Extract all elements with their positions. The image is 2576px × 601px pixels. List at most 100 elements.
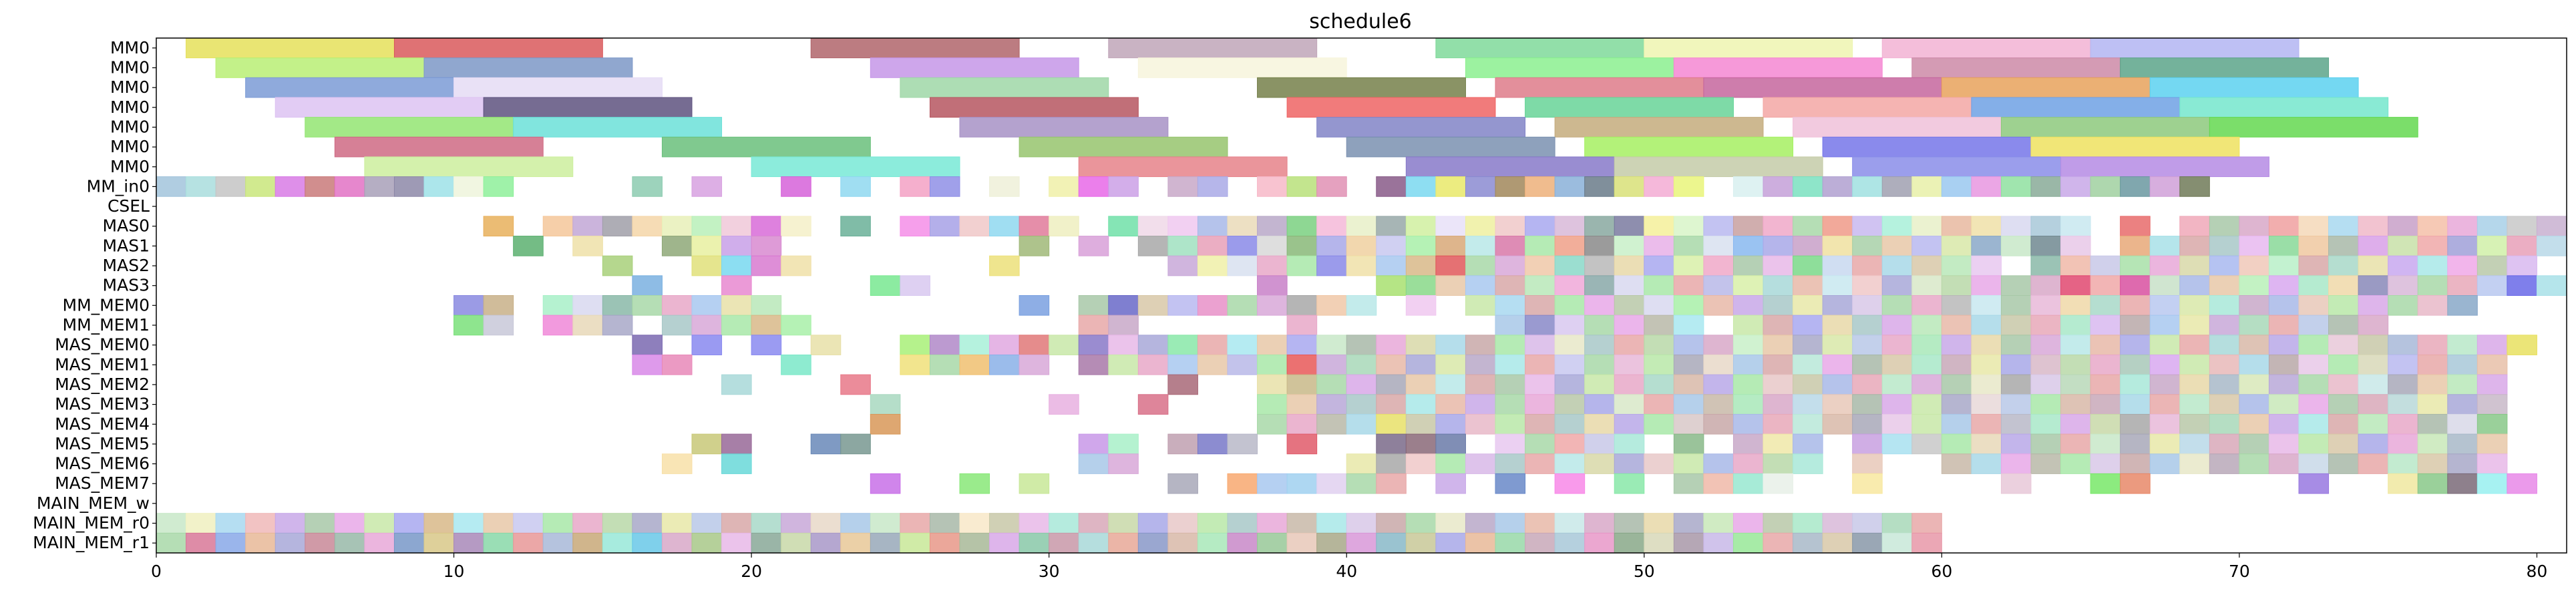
gantt-bar <box>2209 374 2240 395</box>
gantt-bar <box>1286 295 1318 316</box>
gantt-bar <box>1197 176 1228 197</box>
gantt-bar <box>1852 532 1883 554</box>
gantt-bar <box>2149 394 2181 415</box>
gantt-bar <box>2358 315 2389 336</box>
gantt-bar <box>989 354 1020 375</box>
gantt-bar <box>1703 453 1734 474</box>
gantt-bar <box>1108 532 1139 554</box>
gantt-bar <box>2090 315 2121 336</box>
gantt-bar <box>1405 275 1437 296</box>
gantt-bar <box>1971 413 2002 435</box>
gantt-bar <box>2447 453 2478 474</box>
gantt-bar <box>1911 216 1942 237</box>
gantt-bar <box>1346 354 1377 375</box>
y-tick-label: MM0 <box>110 117 150 136</box>
gantt-bar <box>364 176 395 197</box>
gantt-bar <box>1257 216 1288 237</box>
gantt-bar <box>1911 335 1942 355</box>
gantt-bar <box>1137 216 1169 237</box>
gantt-bar <box>2000 433 2032 455</box>
y-tick-label: MAS3 <box>103 276 150 295</box>
gantt-bar <box>1227 255 1258 276</box>
gantt-bar <box>2447 275 2478 296</box>
gantt-bar <box>1644 374 1674 395</box>
gantt-bar <box>870 57 1079 78</box>
gantt-bar <box>2447 216 2478 237</box>
gantt-bar <box>1197 295 1228 316</box>
y-tick-label: MAS2 <box>103 256 150 275</box>
gantt-bar <box>2268 394 2299 415</box>
gantt-bar <box>1167 473 1198 494</box>
gantt-bar <box>1286 413 1318 435</box>
gantt-bar <box>2328 433 2359 455</box>
gantt-bar <box>2328 374 2359 395</box>
gantt-bar <box>2209 413 2240 435</box>
gantt-bar <box>1673 176 1704 197</box>
gantt-bar <box>1793 117 2002 138</box>
gantt-bar <box>2000 394 2032 415</box>
gantt-bar <box>2209 335 2240 355</box>
gantt-bar <box>1405 335 1437 355</box>
gantt-bar <box>959 354 990 375</box>
gantt-bar <box>274 97 484 118</box>
gantt-bar <box>929 176 960 197</box>
gantt-bar <box>1346 255 1377 276</box>
gantt-bar <box>1346 473 1377 494</box>
gantt-bar <box>1435 513 1466 534</box>
gantt-bar <box>1852 156 2062 178</box>
gantt-bar <box>1852 335 1883 355</box>
gantt-bar <box>1376 394 1407 415</box>
gantt-bar <box>1257 295 1288 316</box>
gantt-bar <box>1703 532 1734 554</box>
gantt-bar <box>1346 136 1555 158</box>
gantt-bar <box>1049 335 1079 355</box>
gantt-bar <box>1286 374 1318 395</box>
gantt-bar <box>1971 453 2002 474</box>
gantt-bar <box>1227 236 1258 256</box>
gantt-bar <box>334 136 544 158</box>
gantt-bar <box>1793 354 1823 375</box>
gantt-bar <box>245 513 276 534</box>
gantt-bar <box>1971 315 2002 336</box>
gantt-bar <box>2000 176 2032 197</box>
gantt-bar <box>2120 255 2151 276</box>
gantt-bar <box>1644 532 1674 554</box>
gantt-bar <box>2388 354 2418 375</box>
gantt-bar <box>2388 453 2418 474</box>
gantt-bar <box>781 513 811 534</box>
gantt-bar <box>2476 216 2508 237</box>
gantt-bar <box>2476 374 2508 395</box>
gantt-bar <box>2149 176 2181 197</box>
gantt-bar <box>542 295 574 316</box>
y-tick-label: MM_in0 <box>87 176 150 196</box>
gantt-bar <box>1763 335 1794 355</box>
gantt-bar <box>1614 275 1645 296</box>
gantt-bar <box>691 513 723 534</box>
gantt-bar <box>1049 532 1079 554</box>
gantt-bar <box>989 513 1020 534</box>
gantt-bar <box>900 354 930 375</box>
gantt-bar <box>2030 236 2062 256</box>
gantt-bar <box>2060 236 2091 256</box>
gantt-bar <box>781 255 811 276</box>
gantt-bar <box>2328 354 2359 375</box>
gantt-bar <box>661 136 871 158</box>
gantt-bar <box>1435 236 1466 256</box>
gantt-bar <box>1346 413 1377 435</box>
gantt-bar <box>1763 374 1794 395</box>
gantt-bar <box>1703 394 1734 415</box>
gantt-bar <box>1614 295 1645 316</box>
gantt-bar <box>2388 275 2418 296</box>
gantt-bar <box>2417 413 2448 435</box>
gantt-bar <box>2417 354 2448 375</box>
gantt-bar <box>1316 295 1347 316</box>
gantt-bar <box>1316 176 1347 197</box>
gantt-bar <box>1227 216 1258 237</box>
gantt-bar <box>1852 275 1883 296</box>
y-tick-label: MM_MEM1 <box>63 315 150 335</box>
gantt-bar <box>393 532 425 554</box>
gantt-bar <box>1614 413 1645 435</box>
gantt-bar <box>2030 374 2062 395</box>
gantt-bar <box>751 315 782 336</box>
gantt-bar <box>2476 473 2508 494</box>
